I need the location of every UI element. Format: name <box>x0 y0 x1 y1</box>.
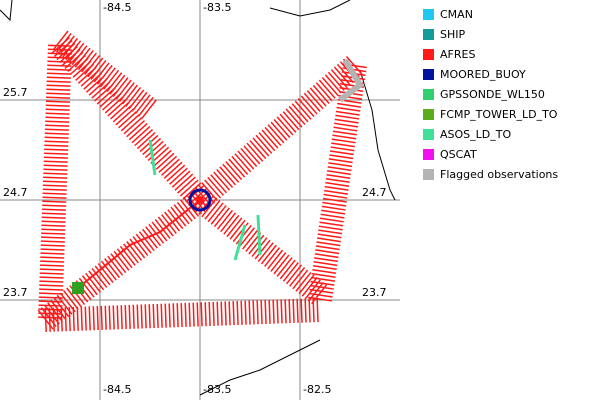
legend-label: Flagged observations <box>440 168 558 181</box>
axis-label: 24.7 <box>3 186 28 199</box>
legend-label: AFRES <box>440 48 475 61</box>
ship-track <box>77 199 201 289</box>
legend-swatch <box>423 89 434 100</box>
axis-label: -83.5 <box>203 383 231 396</box>
legend-label: FCMP_TOWER_LD_TO <box>440 108 558 121</box>
legend-label: MOORED_BUOY <box>440 68 526 81</box>
axis-label: 24.7 <box>362 186 387 199</box>
buoy-center <box>196 196 204 204</box>
track-band <box>38 44 72 321</box>
legend-swatch <box>423 9 434 20</box>
axis-label: -83.5 <box>203 1 231 14</box>
legend-label: ASOS_LD_TO <box>440 128 511 141</box>
legend-swatch <box>423 169 434 180</box>
axis-labels: -84.5 -83.5 -84.5 -83.5 -82.5 25.7 24.7 23.7 24.… <box>3 1 387 396</box>
legend-swatch <box>423 69 434 80</box>
legend: CMAN SHIP AFRES MOORED_BUOY GPSSONDE_WL150 FC… <box>423 8 558 181</box>
legend-swatch <box>423 49 434 60</box>
legend-label: GPSSONDE_WL150 <box>440 88 545 101</box>
legend-swatch <box>423 129 434 140</box>
legend-label: CMAN <box>440 8 473 21</box>
axis-label: -82.5 <box>303 383 331 396</box>
buoy <box>188 188 212 212</box>
axis-label: 25.7 <box>3 86 28 99</box>
track-band <box>52 30 158 120</box>
flagged <box>338 58 364 103</box>
track-band <box>44 298 321 332</box>
axis-label: -84.5 <box>103 383 131 396</box>
flight-track <box>37 30 367 332</box>
sonde <box>148 139 262 261</box>
axis-label: 23.7 <box>362 286 387 299</box>
legend-label: QSCAT <box>440 148 477 161</box>
legend-swatch <box>423 29 434 40</box>
legend-swatch <box>423 149 434 160</box>
station <box>72 282 84 294</box>
axis-label: -84.5 <box>103 1 131 14</box>
legend-swatch <box>423 109 434 120</box>
axis-label: 23.7 <box>3 286 28 299</box>
coastline <box>0 0 396 396</box>
legend-label: SHIP <box>440 28 465 41</box>
